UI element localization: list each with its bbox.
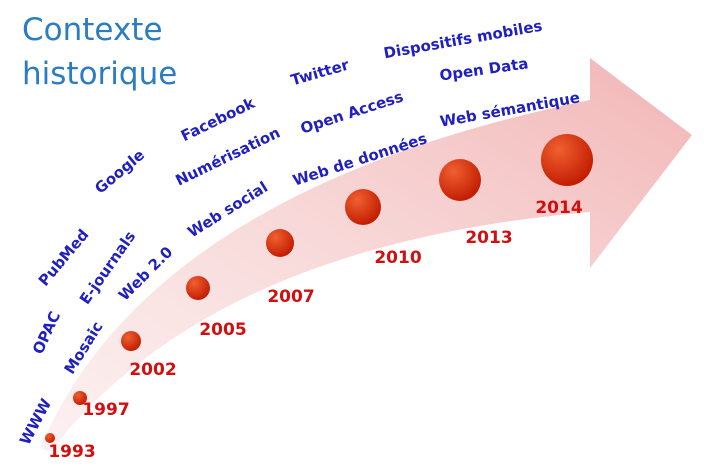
milestone-dot	[121, 331, 141, 351]
year-label: 2010	[374, 248, 421, 268]
milestone-dot	[266, 229, 294, 257]
milestone-dot	[439, 159, 481, 201]
title-line: Contexte	[22, 12, 163, 48]
title-line: historique	[22, 56, 177, 92]
milestone-dot	[45, 433, 55, 443]
milestone-dot	[186, 276, 210, 300]
timeline-arrow	[40, 58, 692, 452]
milestone-dot	[541, 134, 593, 186]
year-label: 2007	[267, 287, 314, 307]
year-label: 2013	[465, 228, 512, 248]
event-label: Twitter	[289, 56, 352, 90]
year-label: 2005	[199, 320, 246, 340]
milestone-dot	[73, 391, 87, 405]
event-label: OPAC	[29, 309, 64, 357]
event-label: PubMed	[35, 226, 93, 290]
event-label: Open Access	[298, 87, 405, 137]
event-label: Open Data	[438, 54, 529, 84]
milestone-dot	[345, 189, 381, 225]
year-label: 2014	[535, 198, 582, 218]
year-label: 2002	[129, 360, 176, 380]
event-label: Google	[91, 146, 148, 198]
year-label: 1993	[48, 442, 95, 462]
year-label: 1997	[82, 400, 129, 420]
